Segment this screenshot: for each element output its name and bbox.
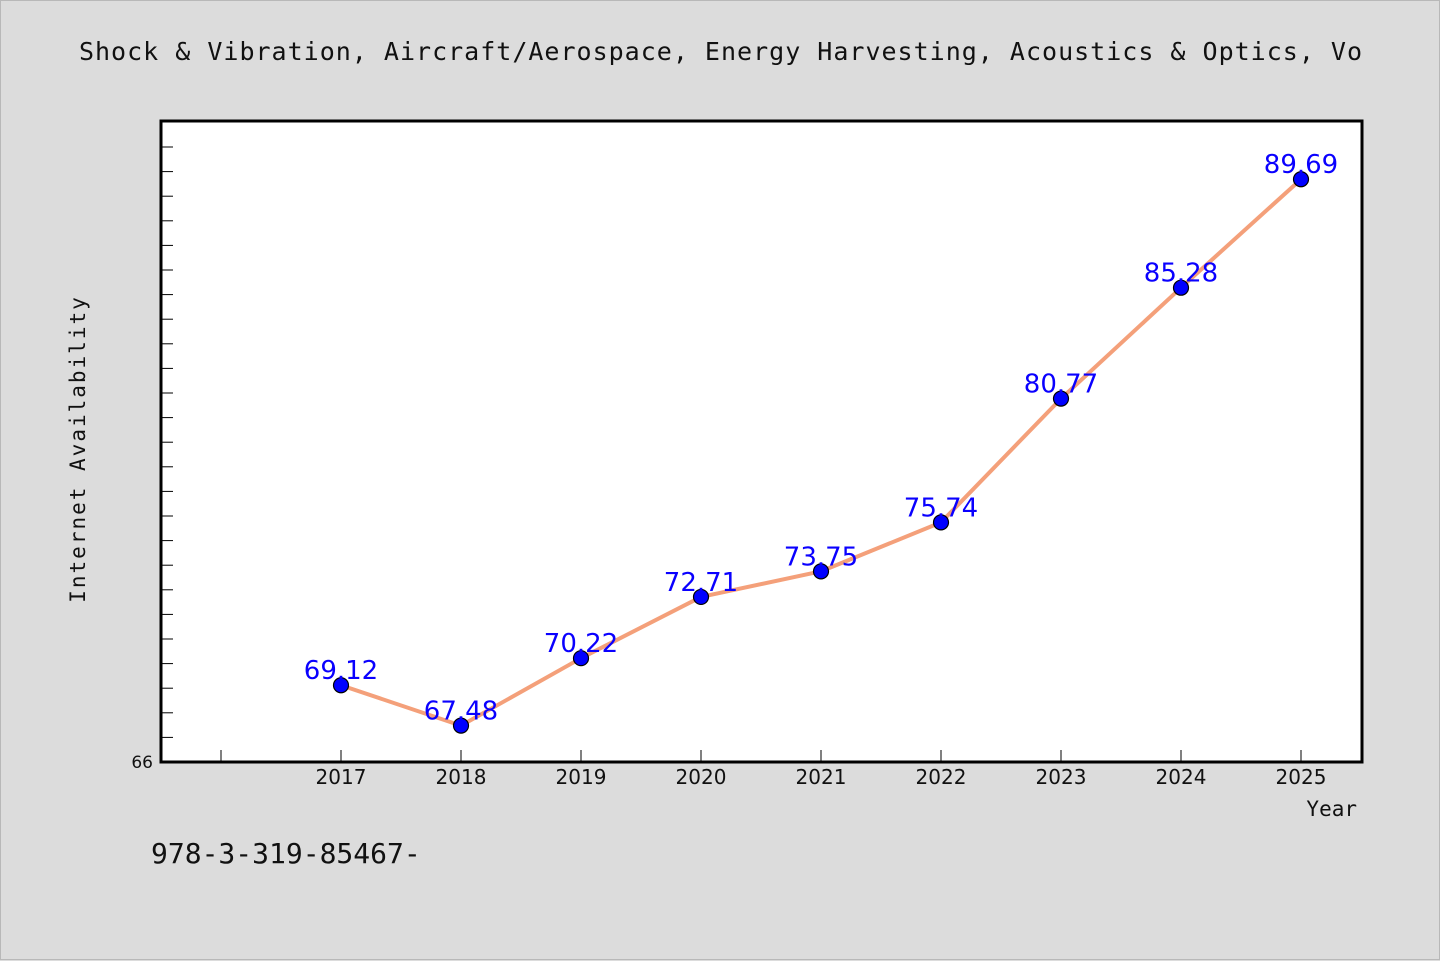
- data-point: [812, 563, 830, 580]
- data-point: [452, 717, 470, 734]
- data-label: 70.22: [544, 629, 618, 659]
- x-tick-label: 2023: [1036, 765, 1087, 789]
- x-tick-label: 2020: [676, 765, 727, 789]
- data-point: [1292, 171, 1310, 188]
- data-label: 89.69: [1264, 150, 1338, 180]
- footnote-text: 978-3-319-85467-: [151, 837, 421, 870]
- x-tick-label: 2022: [916, 765, 967, 789]
- data-label: 67.48: [424, 697, 498, 727]
- data-label: 85.28: [1144, 259, 1218, 289]
- data-point: [1052, 390, 1070, 407]
- data-point: [1172, 279, 1190, 296]
- data-label: 69.12: [304, 656, 378, 686]
- x-tick-label: 2024: [1156, 765, 1207, 789]
- data-point: [932, 514, 950, 531]
- x-axis-label: Year: [1306, 797, 1357, 821]
- data-label: 80.77: [1024, 370, 1098, 400]
- data-label: 75.74: [904, 493, 978, 523]
- data-label: 73.75: [784, 542, 858, 572]
- x-tick-label: 2021: [796, 765, 847, 789]
- data-point: [692, 588, 710, 606]
- data-label: 72.71: [664, 568, 738, 598]
- data-point: [332, 677, 350, 694]
- x-tick-label: 2017: [316, 765, 367, 789]
- plot-area: [159, 119, 1364, 764]
- x-tick-label: 2025: [1276, 765, 1327, 789]
- data-point: [572, 650, 590, 667]
- y-tick-label: 66: [131, 753, 153, 773]
- x-tick-label: 2018: [436, 765, 487, 789]
- chart-title: Shock & Vibration, Aircraft/Aerospace, E…: [78, 37, 1364, 66]
- x-tick-label: 2019: [556, 765, 607, 789]
